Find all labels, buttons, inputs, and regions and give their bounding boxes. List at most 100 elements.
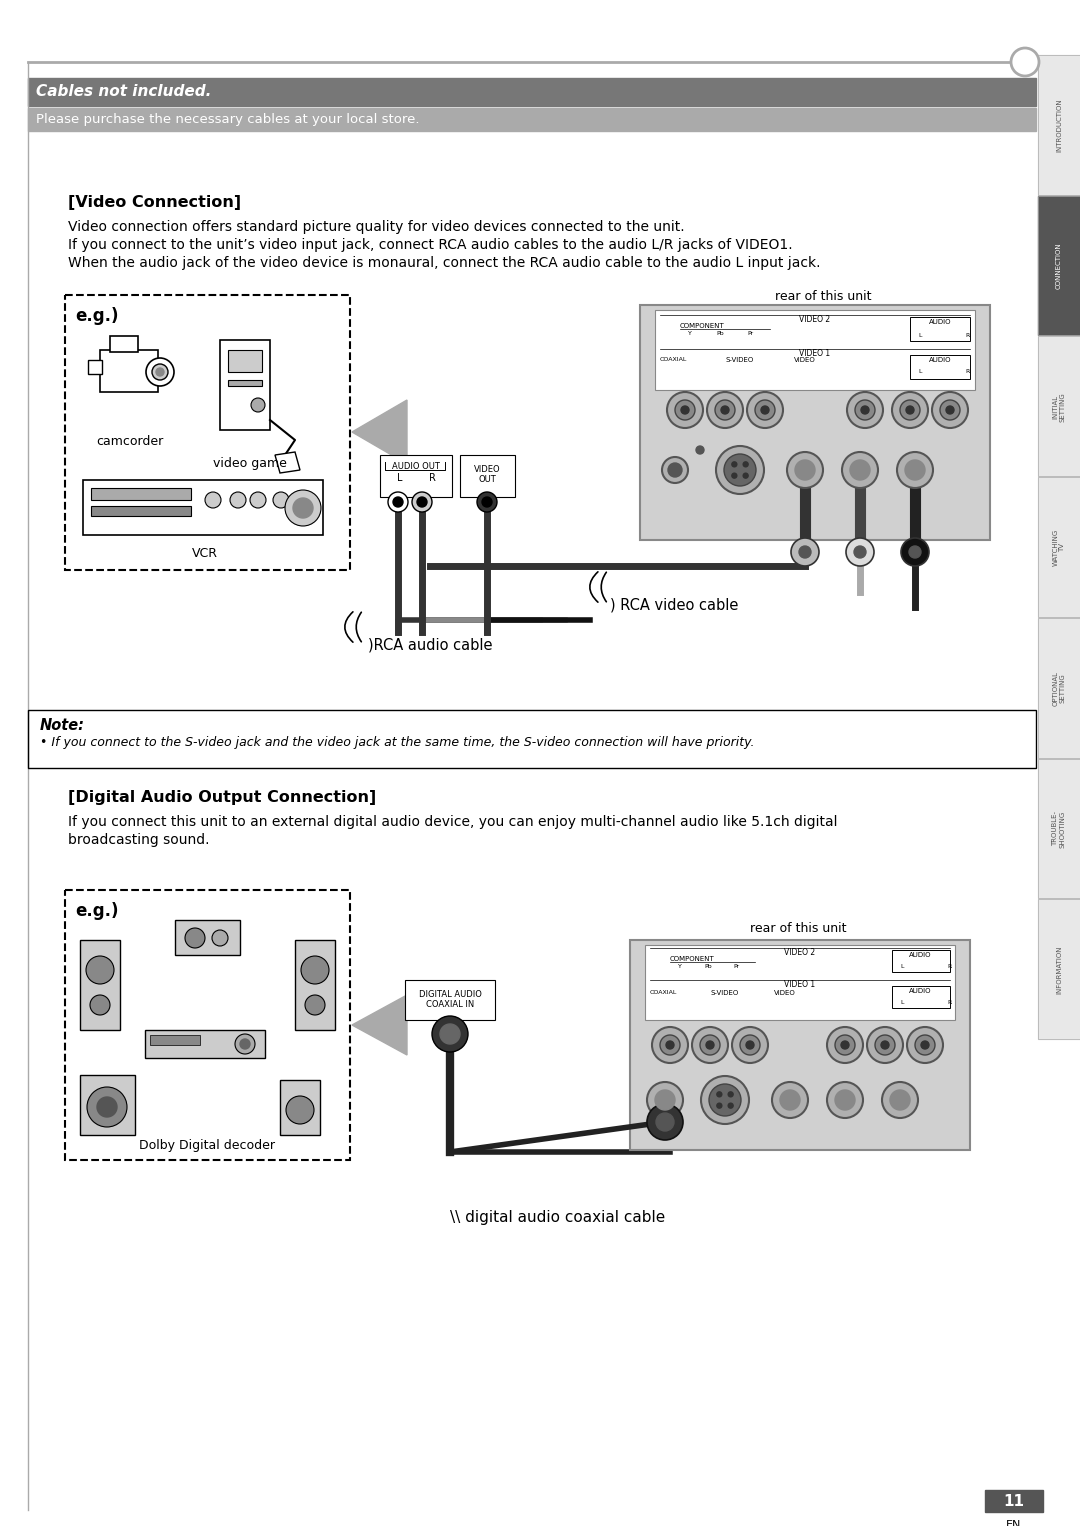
Circle shape <box>388 491 408 513</box>
Circle shape <box>681 406 689 414</box>
Bar <box>985 1489 1043 1512</box>
Circle shape <box>432 1016 468 1051</box>
Bar <box>910 356 970 378</box>
Bar <box>80 1074 135 1135</box>
FancyBboxPatch shape <box>65 890 350 1160</box>
Circle shape <box>900 400 920 420</box>
Circle shape <box>755 400 775 420</box>
Text: 11: 11 <box>1003 1494 1025 1509</box>
Circle shape <box>761 406 769 414</box>
Bar <box>892 986 950 1009</box>
Text: VIDEO 1: VIDEO 1 <box>784 980 815 989</box>
Bar <box>175 920 240 955</box>
Circle shape <box>696 446 704 455</box>
Text: R: R <box>429 473 435 484</box>
Text: AUDIO: AUDIO <box>929 319 951 325</box>
Text: S-VIDEO: S-VIDEO <box>711 990 739 996</box>
Text: AUDIO: AUDIO <box>929 357 951 363</box>
Bar <box>28 108 1036 131</box>
Circle shape <box>87 1087 127 1128</box>
Circle shape <box>156 368 164 375</box>
Text: R: R <box>948 1000 953 1006</box>
Text: e.g.): e.g.) <box>75 307 119 325</box>
Circle shape <box>152 365 168 380</box>
Circle shape <box>669 462 681 478</box>
Text: broadcasting sound.: broadcasting sound. <box>68 833 210 847</box>
Circle shape <box>675 400 696 420</box>
Text: L: L <box>918 369 921 374</box>
Text: Y: Y <box>688 331 692 336</box>
Circle shape <box>932 392 968 427</box>
Text: EN: EN <box>1007 1520 1022 1526</box>
Text: Pr: Pr <box>733 964 739 969</box>
Circle shape <box>654 1090 675 1109</box>
Circle shape <box>411 491 432 513</box>
Circle shape <box>827 1082 863 1119</box>
Circle shape <box>905 459 924 481</box>
Circle shape <box>273 491 289 508</box>
Circle shape <box>146 359 174 386</box>
Circle shape <box>647 1103 683 1140</box>
Bar <box>1038 899 1080 1039</box>
Bar <box>630 940 970 1151</box>
Text: Cables not included.: Cables not included. <box>36 84 212 99</box>
Text: camcorder: camcorder <box>96 435 164 449</box>
Text: AUDIO: AUDIO <box>908 987 931 993</box>
Bar <box>1038 758 1080 899</box>
Text: VIDEO: VIDEO <box>794 357 815 363</box>
Circle shape <box>795 459 815 481</box>
Bar <box>83 481 323 536</box>
Bar <box>1038 55 1080 195</box>
Bar <box>91 507 191 516</box>
Bar <box>280 1080 320 1135</box>
Bar <box>1038 336 1080 476</box>
Circle shape <box>772 1082 808 1119</box>
Circle shape <box>1011 47 1039 76</box>
Circle shape <box>732 473 737 478</box>
Text: [Video Connection]: [Video Connection] <box>68 195 241 211</box>
Circle shape <box>724 455 756 485</box>
Bar <box>1038 195 1080 336</box>
Circle shape <box>921 1041 929 1048</box>
Text: R: R <box>948 964 953 969</box>
Circle shape <box>286 1096 314 1125</box>
Circle shape <box>890 1090 910 1109</box>
Bar <box>1038 758 1080 899</box>
Text: rear of this unit: rear of this unit <box>750 922 847 935</box>
Circle shape <box>847 392 883 427</box>
Text: L: L <box>901 1000 904 1006</box>
Circle shape <box>861 406 869 414</box>
Bar <box>145 1030 265 1058</box>
Circle shape <box>477 491 497 513</box>
Text: • If you connect to the S-video jack and the video jack at the same time, the S-: • If you connect to the S-video jack and… <box>40 736 755 749</box>
Circle shape <box>747 392 783 427</box>
Text: DIGITAL AUDIO
COAXIAL IN: DIGITAL AUDIO COAXIAL IN <box>419 990 482 1009</box>
Circle shape <box>827 1027 863 1064</box>
Circle shape <box>906 406 914 414</box>
Text: AUDIO OUT: AUDIO OUT <box>392 462 440 472</box>
Circle shape <box>251 398 265 412</box>
Bar <box>110 336 138 353</box>
Text: L: L <box>901 964 904 969</box>
Text: [Digital Audio Output Connection]: [Digital Audio Output Connection] <box>68 790 376 806</box>
Circle shape <box>647 1082 683 1119</box>
Bar <box>228 380 262 386</box>
Text: COAXIAL: COAXIAL <box>660 357 687 362</box>
Text: VIDEO 2: VIDEO 2 <box>784 948 815 957</box>
Circle shape <box>743 462 748 467</box>
Circle shape <box>285 490 321 526</box>
Bar <box>1038 478 1080 617</box>
Polygon shape <box>352 995 407 1054</box>
Circle shape <box>86 955 114 984</box>
Text: OPTIONAL
SETTING: OPTIONAL SETTING <box>1053 671 1066 705</box>
Circle shape <box>90 995 110 1015</box>
Bar <box>1038 55 1080 195</box>
Circle shape <box>946 406 954 414</box>
Circle shape <box>700 1035 720 1054</box>
Circle shape <box>185 928 205 948</box>
Circle shape <box>667 392 703 427</box>
Circle shape <box>743 473 748 478</box>
Bar <box>1038 478 1080 617</box>
Circle shape <box>835 1090 855 1109</box>
Text: INITIAL
SETTING: INITIAL SETTING <box>1053 392 1066 421</box>
